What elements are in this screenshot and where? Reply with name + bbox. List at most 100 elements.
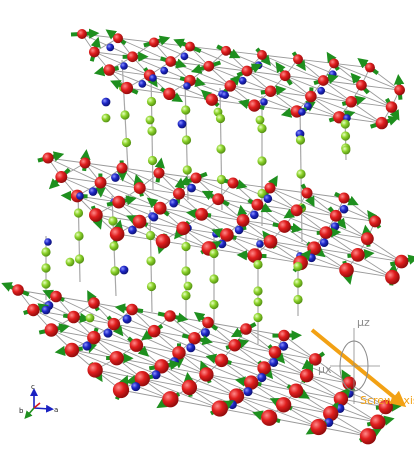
metal-atom: [305, 90, 317, 103]
blue-atom: [41, 305, 51, 315]
blue-atom: [187, 183, 196, 193]
green-atom: [181, 266, 191, 276]
green-atom: [295, 135, 306, 145]
metal-atom: [147, 324, 161, 338]
blue-atom: [221, 91, 229, 99]
metal-atom: [87, 362, 103, 378]
metal-atom: [202, 316, 214, 329]
metal-atom: [264, 182, 276, 194]
blue-atom: [319, 238, 329, 247]
metal-atom: [248, 99, 261, 112]
bond-line: [263, 367, 342, 400]
bond-line: [285, 75, 324, 81]
green-atom: [74, 254, 85, 264]
metal-atom: [310, 418, 327, 436]
green-atom: [181, 241, 191, 252]
metal-atom: [323, 405, 339, 422]
blue-atom: [298, 108, 306, 116]
metal-atom: [301, 187, 313, 199]
bond-line: [117, 233, 164, 242]
green-atom: [108, 216, 118, 226]
metal-atom: [244, 375, 259, 390]
bond-line: [93, 337, 162, 367]
b-axis-arrow: [24, 407, 35, 420]
green-atom: [74, 231, 84, 241]
blue-atom: [180, 52, 189, 61]
bond-line: [170, 398, 220, 409]
green-atom: [109, 241, 119, 251]
metal-atom: [205, 93, 219, 106]
bond-line: [348, 382, 387, 408]
metal-atom: [365, 62, 375, 73]
metal-atom: [385, 269, 400, 285]
metal-atom: [162, 391, 179, 408]
metal-atom: [12, 284, 24, 296]
metal-atom: [154, 359, 169, 374]
green-atom: [181, 105, 191, 115]
bond-line: [269, 187, 337, 217]
blue-atom: [279, 341, 289, 351]
green-atom: [340, 119, 350, 129]
metal-atom: [133, 182, 146, 195]
green-atom: [209, 248, 219, 259]
green-atom: [65, 257, 75, 267]
green-atom: [341, 145, 351, 155]
blue-atom: [256, 240, 264, 248]
green-atom: [85, 313, 95, 323]
bond-line: [55, 296, 115, 325]
metal-atom: [212, 193, 225, 206]
metal-atom: [329, 58, 339, 69]
metal-atom: [67, 310, 80, 324]
blue-atom: [82, 341, 92, 351]
metal-atom: [375, 116, 388, 130]
blue-atom: [257, 373, 267, 383]
bond-line: [100, 182, 140, 189]
blue-atom: [234, 225, 244, 235]
bond-line: [161, 365, 237, 397]
metal-atom: [173, 187, 185, 200]
metal-atom: [228, 388, 245, 404]
blue-atom: [217, 239, 227, 249]
blue-atom: [200, 328, 210, 338]
metal-atom: [88, 297, 100, 309]
blue-atom: [128, 225, 137, 235]
metal-atom: [394, 84, 405, 96]
bond-line: [71, 349, 143, 380]
bond-line: [208, 65, 248, 72]
bond-line: [195, 177, 258, 206]
bond-line: [109, 69, 150, 76]
atoms: [1, 28, 414, 445]
metal-atom: [319, 226, 333, 240]
metal-atom: [359, 428, 377, 445]
metal-atom: [190, 172, 202, 184]
blue-atom: [131, 382, 141, 392]
blue-atom: [120, 62, 128, 70]
green-atom: [120, 110, 130, 120]
metal-atom: [176, 221, 191, 236]
blue-atom: [119, 265, 129, 275]
bond-line: [189, 386, 237, 397]
blue-atom: [111, 173, 120, 182]
bond-line: [178, 193, 244, 221]
metal-atom: [172, 346, 186, 360]
moment-legend: μz μx Screw axis: [310, 316, 414, 408]
bond-line: [333, 62, 400, 91]
metal-atom: [257, 361, 271, 375]
blue-atom: [122, 314, 132, 324]
metal-atom: [317, 75, 329, 86]
bond-line: [270, 241, 315, 249]
metal-atom: [103, 64, 116, 76]
green-atom: [209, 274, 219, 284]
metal-atom: [64, 342, 80, 358]
green-atom: [253, 286, 263, 296]
mu-z-label: μz: [357, 316, 370, 329]
bond-line: [142, 378, 190, 388]
bond-line: [261, 54, 324, 81]
green-atom: [293, 261, 303, 272]
metal-atom: [307, 241, 322, 256]
bond-line: [131, 309, 195, 339]
metal-atom: [120, 81, 134, 95]
metal-atom: [163, 87, 176, 101]
bond-line: [310, 96, 352, 103]
